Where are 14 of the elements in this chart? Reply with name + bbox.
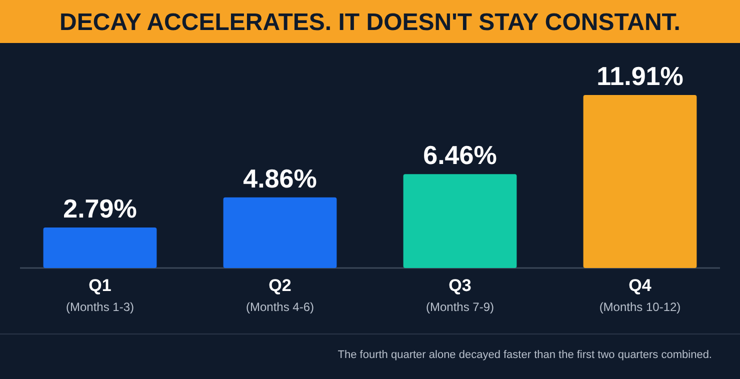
data-label: 2.79% (63, 193, 137, 224)
data-label: 11.91% (596, 61, 684, 91)
text: The fourth quarter alone decayed faster than the first two quarters combined. (338, 349, 712, 361)
x-tick-label: Q4 (Months 10-12) (599, 276, 681, 314)
x-tick-label: Q3 (Months 7-9) (426, 276, 494, 314)
bar (43, 227, 157, 268)
bar (403, 174, 517, 268)
data-label: 6.46% (423, 140, 497, 170)
x-tick-label: Q2 (Months 4-6) (246, 276, 314, 314)
bar (583, 95, 697, 268)
bar (223, 197, 337, 268)
data-label: 4.86% (243, 163, 317, 194)
x-tick-label: Q1 (Months 1-3) (66, 276, 134, 314)
chart-title: DECAY ACCELERATES. IT DOESN'T STAY CONSTANT. (60, 9, 680, 36)
